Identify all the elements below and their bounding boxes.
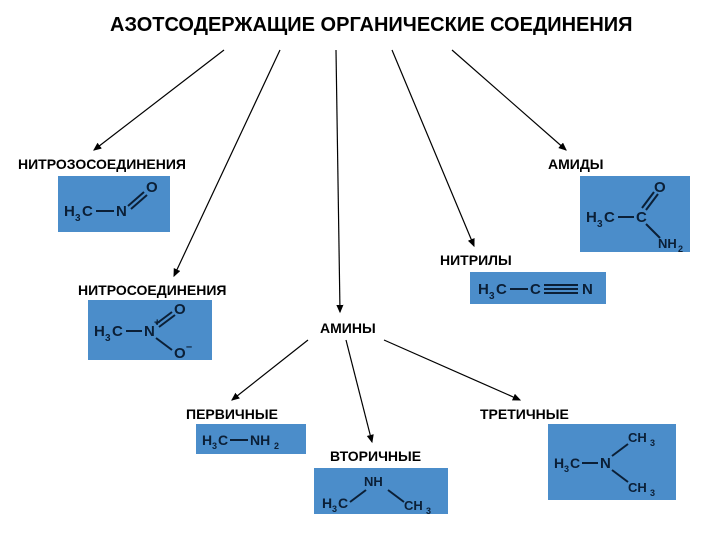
label-tertiary: ТРЕТИЧНЫЕ xyxy=(480,406,569,422)
svg-text:O: O xyxy=(654,179,666,196)
svg-text:3: 3 xyxy=(426,506,431,514)
svg-text:C: C xyxy=(530,281,541,298)
svg-text:H: H xyxy=(478,281,489,298)
svg-text:H: H xyxy=(94,323,105,340)
svg-text:3: 3 xyxy=(650,488,655,498)
svg-text:H: H xyxy=(322,495,332,511)
svg-text:H: H xyxy=(64,203,75,220)
svg-text:C: C xyxy=(604,209,615,226)
formula-secondary: H 3 C NH CH 3 xyxy=(314,468,448,514)
svg-text:H: H xyxy=(586,209,597,226)
svg-text:C: C xyxy=(496,281,507,298)
label-amines: АМИНЫ xyxy=(320,320,376,336)
label-nitriles: НИТРИЛЫ xyxy=(440,252,512,268)
svg-text:C: C xyxy=(82,203,93,220)
diagram-canvas: АЗОТСОДЕРЖАЩИЕ ОРГАНИЧЕСКИЕ СОЕДИНЕНИЯ Н… xyxy=(0,0,720,540)
svg-text:3: 3 xyxy=(212,441,217,451)
svg-text:CH: CH xyxy=(628,480,647,495)
label-secondary: ВТОРИЧНЫЕ xyxy=(330,448,421,464)
label-primary: ПЕРВИЧНЫЕ xyxy=(186,406,278,422)
svg-text:N: N xyxy=(600,455,611,472)
svg-text:–: – xyxy=(186,341,192,353)
svg-text:3: 3 xyxy=(105,333,111,344)
label-nitro: НИТРОСОЕДИНЕНИЯ xyxy=(78,282,226,298)
svg-text:H: H xyxy=(554,455,564,471)
svg-text:C: C xyxy=(112,323,123,340)
formula-nitriles: H 3 C C N xyxy=(470,272,606,304)
svg-text:C: C xyxy=(636,209,647,226)
svg-text:3: 3 xyxy=(564,464,569,474)
formula-nitroso: H 3 C N O xyxy=(58,176,170,232)
svg-text:N: N xyxy=(116,203,127,220)
svg-text:NH: NH xyxy=(250,432,270,448)
svg-text:C: C xyxy=(570,455,580,471)
svg-text:3: 3 xyxy=(489,291,495,302)
svg-text:NH: NH xyxy=(658,236,677,251)
label-nitroso: НИТРОЗОСОЕДИНЕНИЯ xyxy=(18,156,186,172)
diagram-title: АЗОТСОДЕРЖАЩИЕ ОРГАНИЧЕСКИЕ СОЕДИНЕНИЯ xyxy=(110,14,633,37)
svg-text:CH: CH xyxy=(628,430,647,445)
svg-text:3: 3 xyxy=(75,213,81,224)
label-amides: АМИДЫ xyxy=(548,156,604,172)
svg-text:2: 2 xyxy=(678,244,683,252)
formula-tertiary: H 3 C N CH 3 CH 3 xyxy=(548,424,676,500)
svg-text:N: N xyxy=(582,281,593,298)
svg-text:C: C xyxy=(218,432,228,448)
svg-text:O: O xyxy=(146,179,158,196)
formula-primary: H 3 C NH 2 xyxy=(196,424,306,454)
svg-text:3: 3 xyxy=(597,219,603,230)
svg-text:C: C xyxy=(338,495,348,511)
svg-text:NH: NH xyxy=(364,474,383,489)
formula-amides: H 3 C C O NH 2 xyxy=(580,176,690,252)
formula-nitro: H 3 C N + O O – xyxy=(88,300,212,360)
svg-text:CH: CH xyxy=(404,498,423,513)
svg-text:3: 3 xyxy=(650,438,655,448)
svg-text:O: O xyxy=(174,345,186,360)
svg-text:H: H xyxy=(202,432,212,448)
svg-text:2: 2 xyxy=(274,441,279,451)
svg-text:3: 3 xyxy=(332,504,337,514)
svg-text:O: O xyxy=(174,301,186,318)
